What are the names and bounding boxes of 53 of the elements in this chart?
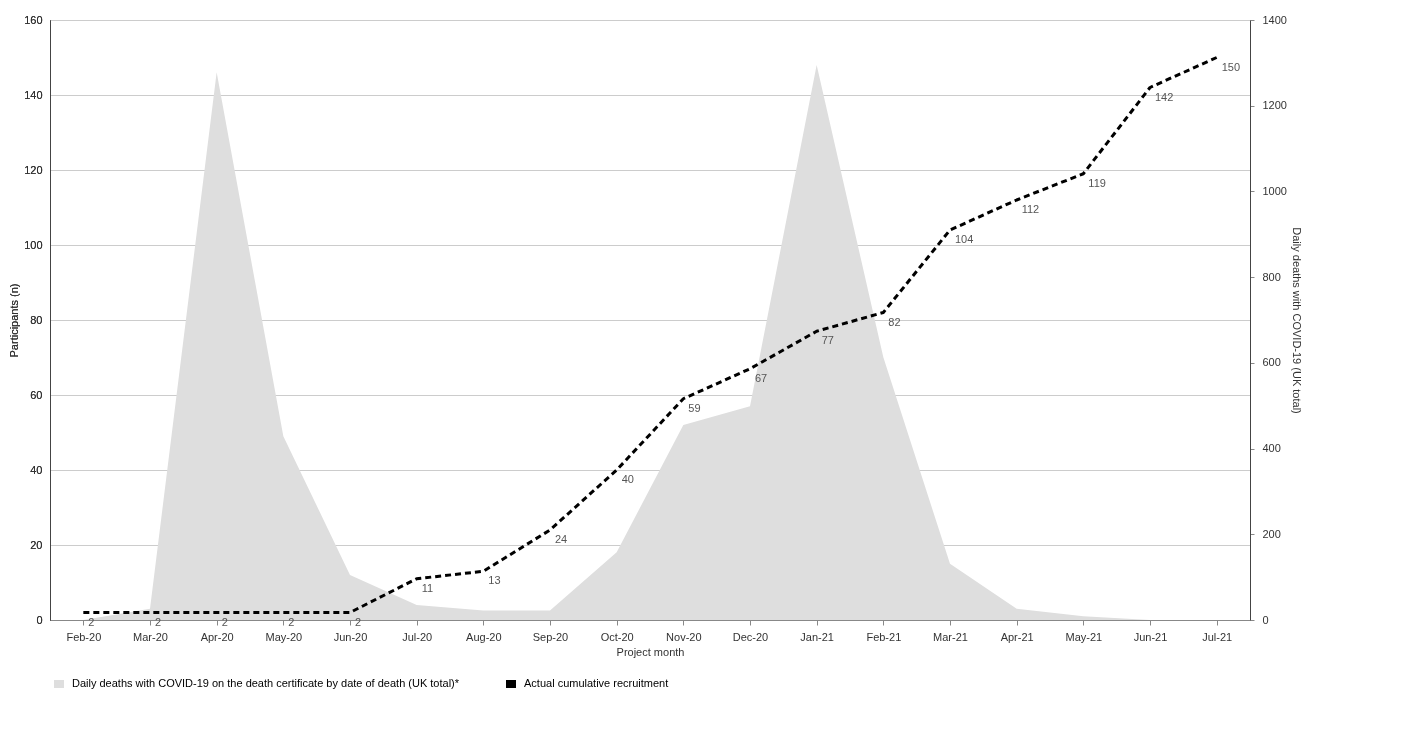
x-tick-label: Aug-20: [466, 630, 502, 643]
y-tick-label: 160: [24, 13, 43, 26]
y-tick-label: 100: [24, 238, 43, 251]
y2-tick-label: 600: [1262, 356, 1281, 369]
x-tick-label: Jan-21: [800, 630, 834, 643]
x-tick-label: Oct-20: [600, 630, 634, 643]
x-tick-label: Mar-21: [933, 630, 968, 643]
legend-label: Actual cumulative recruitment: [524, 677, 669, 689]
y2-tick-label: 800: [1262, 270, 1281, 283]
y2-tick-label: 1000: [1262, 184, 1287, 197]
y-tick-label: 20: [30, 538, 43, 551]
data-label: 104: [955, 233, 974, 245]
x-tick-label: Apr-21: [1000, 630, 1034, 643]
data-label: 11: [421, 581, 434, 594]
x-tick-label: May-20: [265, 630, 303, 643]
y-tick-label: 80: [30, 313, 43, 326]
data-label: 82: [888, 315, 901, 328]
y2-axis-title: Daily deaths with COVID-19 (UK total): [1290, 227, 1303, 414]
x-tick-label: Jul-21: [1202, 630, 1233, 643]
x-tick-label: Sep-20: [532, 630, 569, 643]
data-label: 40: [621, 473, 634, 485]
x-tick-label: Mar-20: [133, 630, 168, 643]
x-tick-label: Jun-21: [1133, 630, 1168, 643]
legend-label: Daily deaths with COVID-19 on the death certificate by date of death (UK total)*: [72, 677, 460, 689]
y-tick-label: 40: [30, 463, 43, 476]
data-label: 112: [1021, 203, 1040, 215]
data-label: 150: [1221, 60, 1241, 73]
y2-tick-label: 400: [1262, 442, 1281, 455]
x-axis-title: Project month: [616, 645, 685, 658]
data-label: 77: [821, 334, 834, 347]
x-tick-label: Feb-20: [66, 630, 102, 643]
x-tick-label: Jun-20: [333, 630, 368, 643]
y2-tick-label: 0: [1262, 613, 1269, 626]
x-tick-label: Jul-20: [402, 630, 433, 643]
data-label: 142: [1155, 90, 1174, 103]
y-axis-title: Participants (n): [8, 283, 21, 358]
data-label: 59: [688, 401, 701, 414]
data-label: 119: [1088, 176, 1106, 189]
y2-tick-label: 1400: [1262, 13, 1287, 26]
y-tick-label: 120: [24, 163, 43, 176]
y2-tick-label: 200: [1262, 527, 1281, 540]
x-tick-label: Apr-20: [200, 630, 234, 643]
y-tick-label: 0: [36, 613, 43, 626]
data-label: 24: [555, 533, 568, 545]
x-tick-label: Feb-21: [866, 630, 902, 643]
data-label: 67: [755, 371, 768, 384]
data-label: 13: [488, 574, 501, 587]
y-tick-label: 140: [24, 88, 43, 101]
x-tick-label: Nov-20: [666, 630, 702, 643]
y2-tick-label: 1200: [1262, 99, 1287, 112]
y-tick-label: 60: [30, 388, 43, 401]
x-tick-label: Dec-20: [732, 630, 769, 643]
x-tick-label: May-21: [1065, 630, 1103, 643]
